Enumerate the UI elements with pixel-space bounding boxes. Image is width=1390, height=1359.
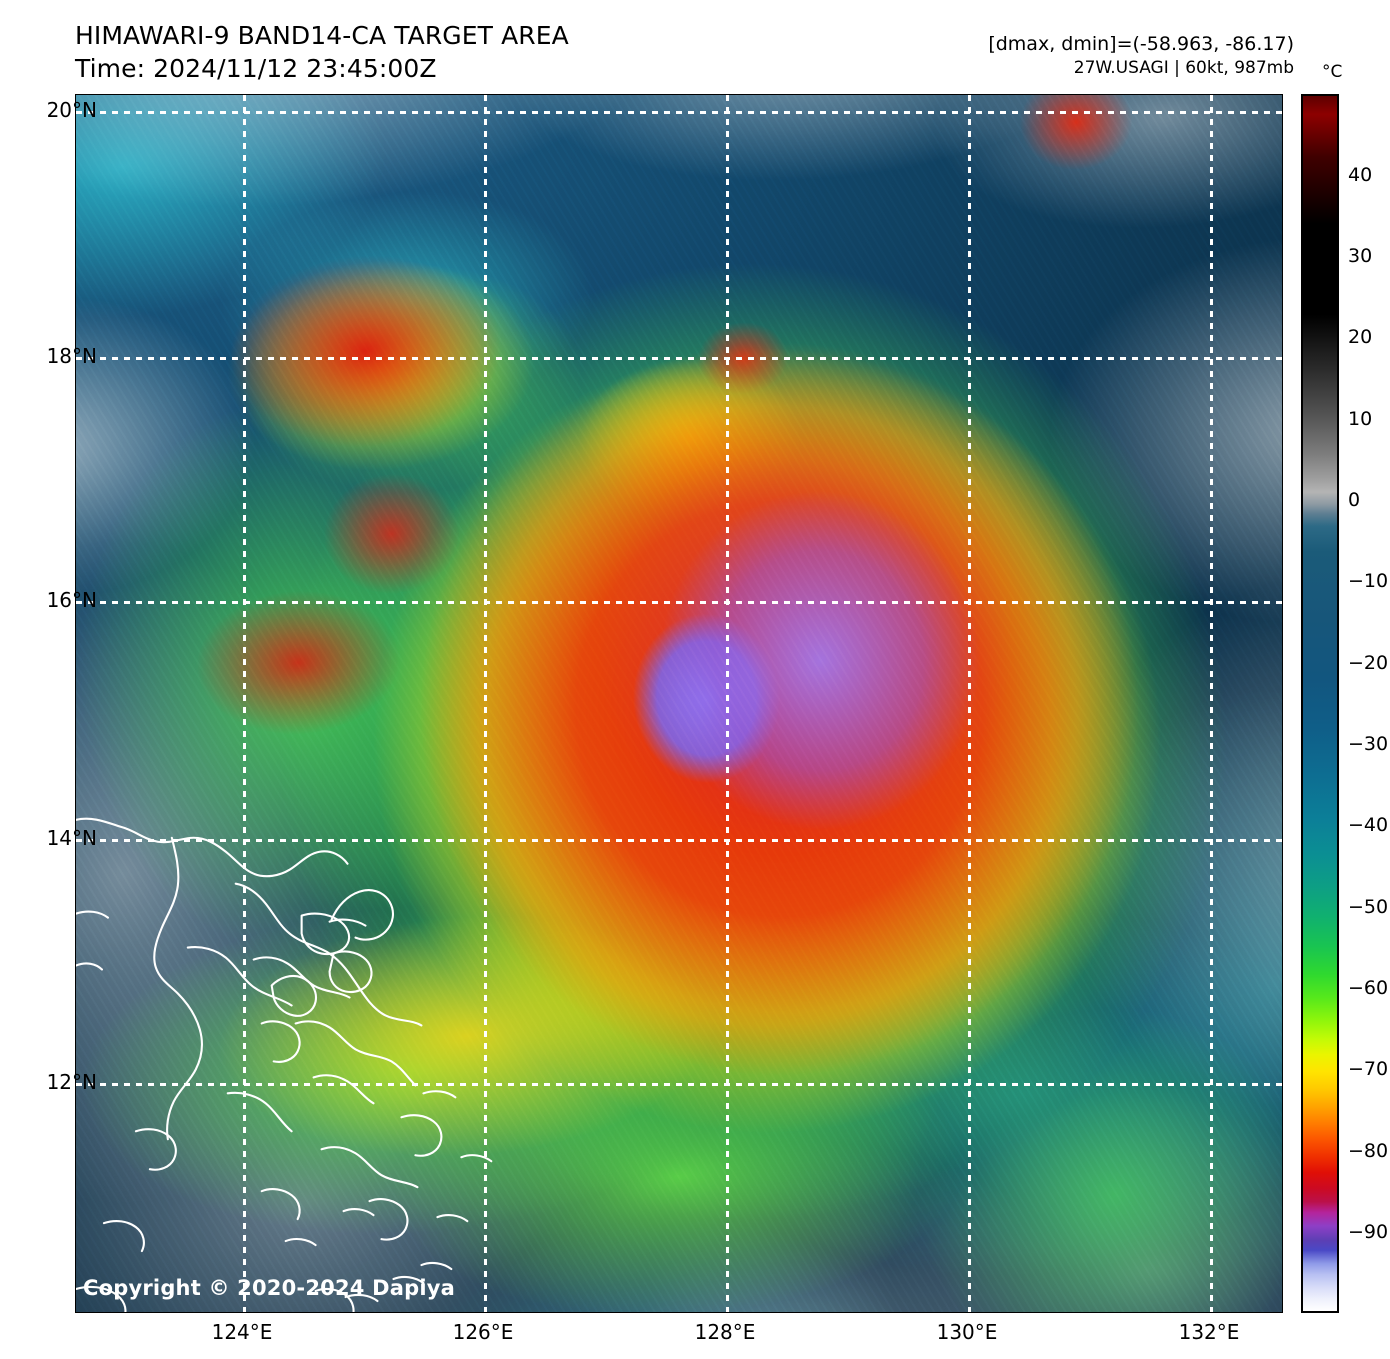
title-block: HIMAWARI-9 BAND14-CA TARGET AREA Time: 2… — [75, 20, 569, 85]
gridline-lon-128E — [726, 95, 729, 1312]
gridline-lon-126E — [484, 95, 487, 1312]
cbar-tick-m20: −20 — [1348, 652, 1389, 674]
ytick-label-14N: 14°N — [46, 826, 97, 850]
xtick-label-124E: 124°E — [211, 1320, 273, 1344]
timestamp-line: Time: 2024/11/12 23:45:00Z — [75, 53, 437, 83]
gridline-lat-14N — [76, 839, 1282, 842]
cbar-tick-30: 30 — [1348, 245, 1373, 267]
gridline-lat-18N — [76, 357, 1282, 360]
cbar-tick-m40: −40 — [1348, 814, 1389, 836]
cbar-tick-20: 20 — [1348, 326, 1373, 348]
cbar-tick-40: 40 — [1348, 164, 1373, 186]
gridline-lat-16N — [76, 601, 1282, 604]
colorbar-unit-label: °C — [1322, 62, 1343, 82]
satellite-image-plot: Copyright © 2020-2024 Dapiya — [75, 94, 1283, 1313]
cbar-tick-10: 10 — [1348, 408, 1373, 430]
xtick-label-130E: 130°E — [936, 1320, 998, 1344]
cbar-tick-m70: −70 — [1348, 1058, 1389, 1080]
ytick-label-16N: 16°N — [46, 588, 97, 612]
ytick-label-20N: 20°N — [46, 98, 97, 122]
ytick-label-12N: 12°N — [46, 1070, 97, 1094]
cbar-tick-m60: −60 — [1348, 977, 1389, 999]
storm-info-text: 27W.USAGI | 60kt, 987mb — [1073, 58, 1294, 79]
ytick-label-18N: 18°N — [46, 344, 97, 368]
gridline-lat-12N — [76, 1083, 1282, 1086]
cbar-tick-0: 0 — [1348, 489, 1361, 511]
gridline-lon-124E — [243, 95, 246, 1312]
gridline-lon-130E — [968, 95, 971, 1312]
coastline-overlay — [76, 817, 493, 1312]
page-title: HIMAWARI-9 BAND14-CA TARGET AREA — [75, 21, 569, 50]
cbar-tick-m30: −30 — [1348, 733, 1389, 755]
temperature-colorbar — [1301, 94, 1339, 1313]
cbar-tick-m50: −50 — [1348, 896, 1389, 918]
xtick-label-132E: 132°E — [1178, 1320, 1240, 1344]
gridline-lon-132E — [1210, 95, 1213, 1312]
cbar-tick-m80: −80 — [1348, 1140, 1389, 1162]
xtick-label-128E: 128°E — [694, 1320, 756, 1344]
cbar-tick-m10: −10 — [1348, 570, 1389, 592]
copyright-watermark: Copyright © 2020-2024 Dapiya — [83, 1276, 455, 1300]
data-range-text: [dmax, dmin]=(-58.963, -86.17) — [988, 33, 1294, 55]
metadata-block: [dmax, dmin]=(-58.963, -86.17) 27W.USAGI… — [988, 31, 1294, 81]
gridline-lat-20N — [76, 111, 1282, 114]
xtick-label-126E: 126°E — [452, 1320, 514, 1344]
cbar-tick-m90: −90 — [1348, 1221, 1389, 1243]
